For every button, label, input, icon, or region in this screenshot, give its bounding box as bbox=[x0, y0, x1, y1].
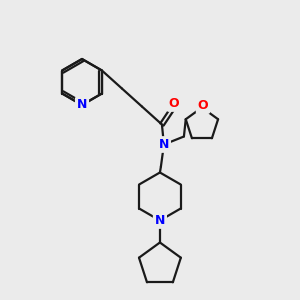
Text: N: N bbox=[77, 98, 87, 112]
Text: N: N bbox=[159, 138, 169, 151]
Text: O: O bbox=[198, 99, 208, 112]
Text: N: N bbox=[155, 214, 165, 227]
Text: O: O bbox=[169, 97, 179, 110]
